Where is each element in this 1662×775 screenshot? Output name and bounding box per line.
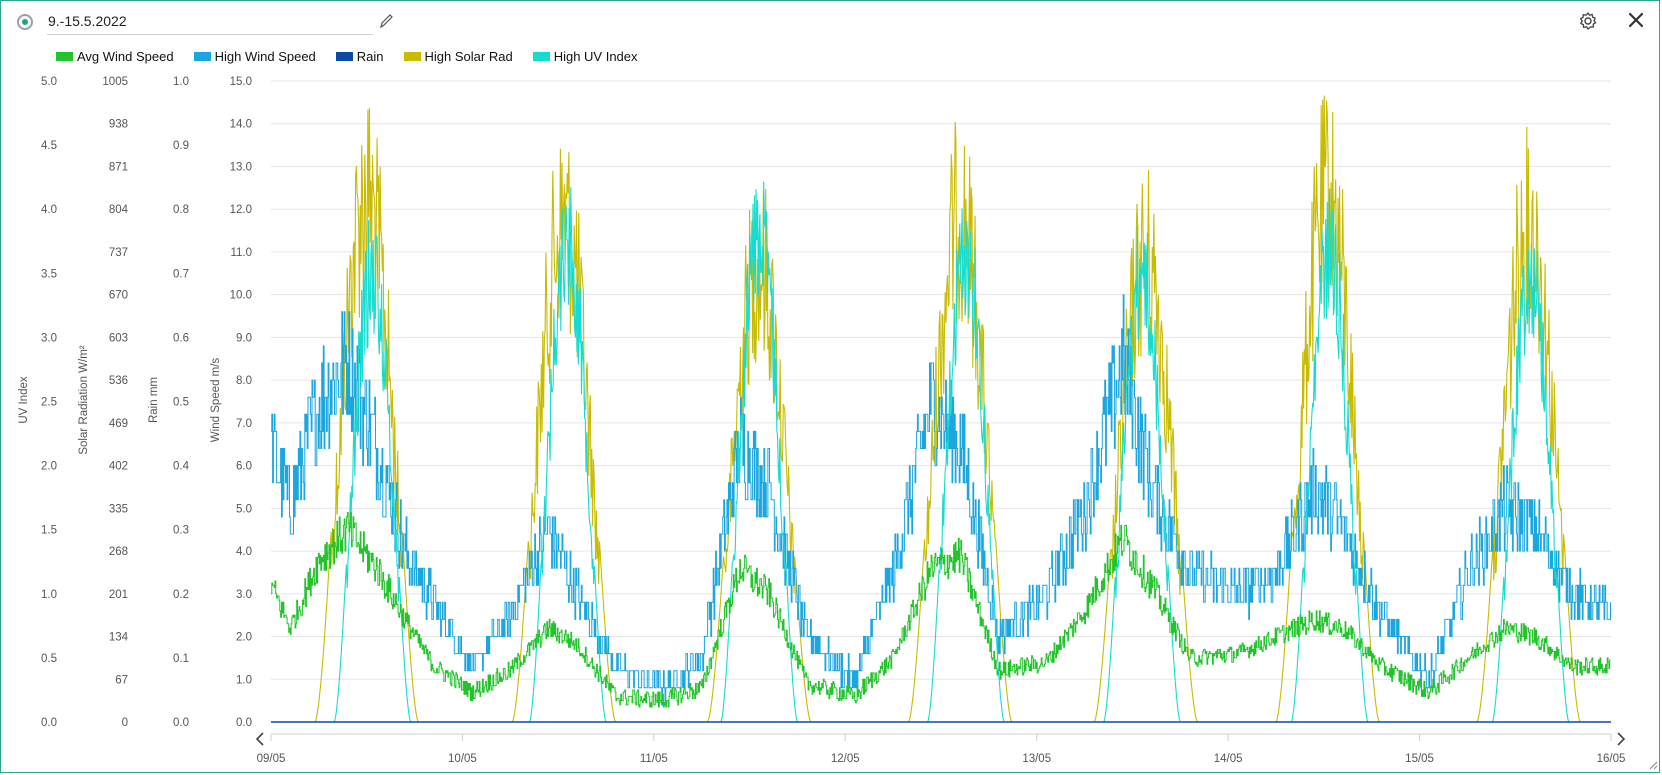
- uv-tick-label: 3.0: [41, 332, 57, 344]
- solar-tick-label: 737: [109, 247, 128, 259]
- wind-tick-label: 11.0: [230, 247, 252, 259]
- legend-item-rain[interactable]: Rain: [335, 48, 384, 64]
- gear-icon[interactable]: [1578, 11, 1598, 31]
- rain-tick-label: 0.2: [173, 589, 189, 601]
- wind-tick-label: 15.0: [230, 76, 252, 88]
- solar-tick-label: 0: [122, 717, 128, 729]
- legend-item-high-wind-speed[interactable]: High Wind Speed: [193, 48, 316, 64]
- rain-axis-title: Rain mm: [148, 377, 160, 423]
- solar-tick-label: 603: [109, 332, 128, 344]
- wind-tick-label: 14.0: [230, 119, 252, 131]
- radio-dot: [22, 19, 28, 25]
- high-wind-speed-line: [271, 294, 1611, 706]
- solar-tick-label: 469: [109, 418, 128, 430]
- rain-tick-label: 0.8: [173, 204, 189, 216]
- legend-label: High Wind Speed: [214, 48, 316, 64]
- x-tick-label: 09/05: [257, 753, 286, 765]
- x-tick-label: 13/05: [1022, 753, 1051, 765]
- solar-tick-label: 268: [109, 546, 128, 558]
- chart-title[interactable]: 9.-15.5.2022: [48, 13, 127, 29]
- uv-tick-label: 1.5: [41, 525, 57, 537]
- wind-tick-label: 13.0: [230, 161, 252, 173]
- wind-tick-label: 1.0: [236, 674, 252, 686]
- uv-tick-label: 4.0: [41, 204, 57, 216]
- rain-tick-label: 0.4: [173, 461, 190, 473]
- wind-tick-label: 0.0: [236, 717, 252, 729]
- solar-tick-label: 201: [109, 589, 128, 601]
- chevron-right-icon[interactable]: [1617, 732, 1626, 746]
- solar-tick-label: 335: [109, 503, 128, 515]
- rain-tick-label: 0.9: [173, 140, 189, 152]
- uv-tick-label: 2.0: [41, 461, 57, 473]
- legend-label: High UV Index: [553, 48, 638, 64]
- solar-tick-label: 402: [109, 461, 128, 473]
- panel-header: 9.-15.5.2022: [0, 0, 1662, 44]
- legend-swatch: [193, 51, 211, 61]
- legend-item-high-uv-index[interactable]: High UV Index: [532, 48, 638, 64]
- wind-tick-label: 7.0: [236, 418, 252, 430]
- wind-axis-title: Wind Speed m/s: [210, 358, 222, 443]
- pencil-icon[interactable]: [378, 12, 394, 30]
- select-radio[interactable]: [17, 14, 33, 30]
- wind-tick-label: 6.0: [236, 461, 252, 473]
- rain-tick-label: 0.0: [173, 717, 189, 729]
- rain-tick-label: 0.7: [173, 268, 189, 280]
- high-uv-index-line: [271, 181, 1611, 723]
- solar-tick-label: 670: [109, 290, 128, 302]
- wind-tick-label: 9.0: [236, 332, 252, 344]
- solar-axis-title: Solar Radiation W/m²: [78, 345, 90, 454]
- legend-item-avg-wind-speed[interactable]: Avg Wind Speed: [56, 49, 174, 64]
- wind-tick-label: 10.0: [230, 290, 252, 302]
- rain-tick-label: 1.0: [173, 76, 189, 88]
- legend-swatch: [335, 51, 353, 61]
- uv-tick-label: 0.0: [41, 717, 57, 729]
- solar-tick-label: 1005: [102, 76, 128, 88]
- avg-wind-speed-line: [271, 512, 1611, 708]
- uv-tick-label: 0.5: [41, 653, 57, 665]
- wind-tick-label: 12.0: [230, 204, 252, 216]
- x-tick-label: 16/05: [1597, 753, 1626, 765]
- wind-tick-label: 4.0: [236, 546, 252, 558]
- legend-swatch: [403, 51, 421, 61]
- uv-tick-label: 5.0: [41, 76, 57, 88]
- rain-tick-label: 0.3: [173, 525, 189, 537]
- resize-handle-icon[interactable]: [1648, 760, 1658, 770]
- legend-swatch: [56, 51, 73, 61]
- wind-tick-label: 5.0: [236, 503, 252, 515]
- x-tick-label: 11/05: [640, 753, 668, 765]
- wind-tick-label: 2.0: [236, 632, 252, 644]
- legend-item-high-solar-rad[interactable]: High Solar Rad: [403, 48, 513, 64]
- x-tick-label: 10/05: [448, 753, 477, 765]
- rain-tick-label: 0.6: [173, 332, 189, 344]
- x-tick-label: 12/05: [831, 753, 860, 765]
- wind-tick-label: 3.0: [236, 589, 252, 601]
- title-underline: [47, 34, 373, 35]
- solar-tick-label: 871: [109, 161, 128, 173]
- uv-axis-title: UV Index: [18, 376, 30, 424]
- solar-tick-label: 134: [109, 632, 129, 644]
- uv-tick-label: 2.5: [41, 397, 57, 409]
- x-tick-label: 15/05: [1405, 753, 1434, 765]
- wind-tick-label: 8.0: [236, 375, 252, 387]
- uv-tick-label: 4.5: [41, 140, 57, 152]
- chart-legend: Avg Wind Speed High Wind Speed Rain High So…: [56, 47, 658, 65]
- uv-tick-label: 1.0: [41, 589, 57, 601]
- uv-tick-label: 3.5: [41, 268, 57, 280]
- solar-tick-label: 804: [109, 204, 129, 216]
- close-icon[interactable]: [1626, 10, 1646, 30]
- legend-label: High Solar Rad: [424, 48, 513, 64]
- legend-swatch: [532, 51, 550, 61]
- legend-label: Avg Wind Speed: [77, 48, 174, 64]
- solar-tick-label: 536: [109, 375, 128, 387]
- x-tick-label: 14/05: [1214, 753, 1243, 765]
- solar-tick-label: 67: [115, 674, 128, 686]
- chevron-left-icon[interactable]: [255, 732, 264, 746]
- solar-tick-label: 938: [109, 119, 128, 131]
- legend-label: Rain: [356, 48, 384, 64]
- rain-tick-label: 0.5: [173, 397, 189, 409]
- rain-tick-label: 0.1: [173, 653, 189, 665]
